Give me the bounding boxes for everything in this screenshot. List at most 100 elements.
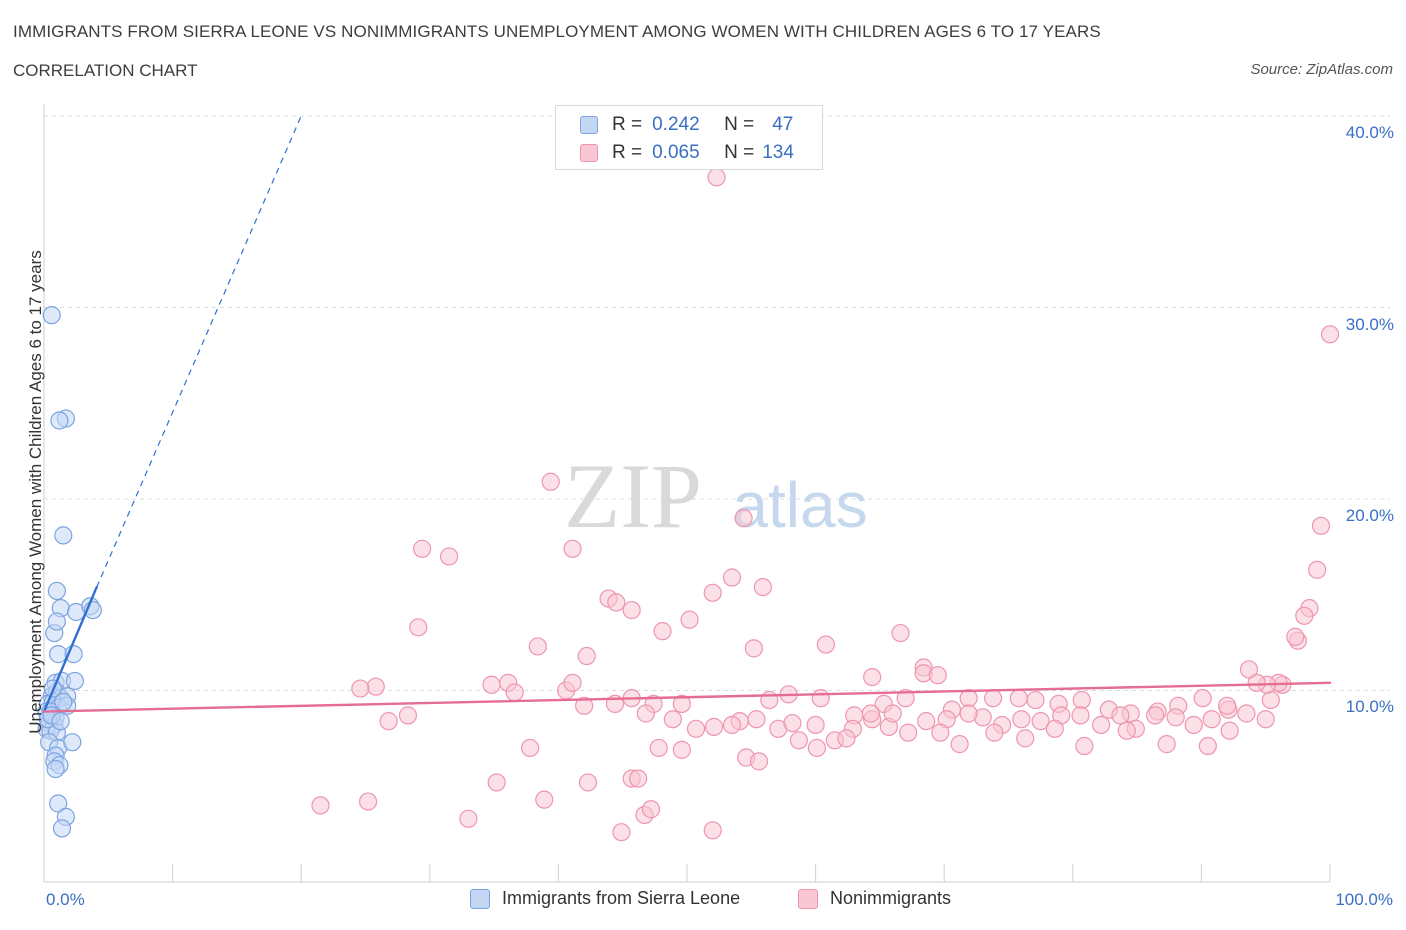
sierra-leone-point <box>63 733 82 752</box>
source-label: Source: ZipAtlas.com <box>1250 61 1393 78</box>
legend-swatch-blue <box>580 116 598 134</box>
nonimmigrants-point <box>563 539 582 558</box>
nonimmigrants-point <box>412 539 432 558</box>
nonimmigrants-point <box>577 646 596 666</box>
legend-swatch-blue <box>470 888 490 909</box>
nonimmigrants-point <box>1320 325 1340 344</box>
nonimmigrants-point <box>641 800 661 819</box>
legend-row-sierra-leone: R = 0.242 N = 47 <box>580 113 793 137</box>
nonimmigrants-point <box>883 704 902 723</box>
nonimmigrants-point <box>1193 689 1212 708</box>
nonimmigrants-point <box>983 689 1003 708</box>
nonimmigrants-point <box>1012 710 1031 729</box>
nonimmigrants-point <box>1146 706 1165 725</box>
nonimmigrants-point <box>931 723 950 742</box>
nonimmigrants-point <box>563 673 582 692</box>
nonimmigrants-point <box>704 717 724 736</box>
sierra-leone-trend-extension <box>96 115 302 588</box>
nonimmigrants-point <box>749 752 769 771</box>
nonimmigrants-point <box>722 715 742 735</box>
nonimmigrants-point <box>663 710 682 729</box>
nonimmigrants-point <box>1184 715 1203 735</box>
nonimmigrants-point <box>783 713 802 733</box>
y-tick-label: 40.0% <box>1345 123 1394 142</box>
nonimmigrants-point <box>707 168 726 187</box>
watermark: ZIP atlas <box>564 445 868 547</box>
sierra-leone-point <box>47 581 66 601</box>
chart-title: IMMIGRANTS FROM SIERRA LEONE VS NONIMMIG… <box>13 22 1101 41</box>
nonimmigrants-point <box>753 577 772 597</box>
nonimmigrants-point <box>672 694 691 714</box>
legend-r-value: 0.065 <box>652 142 700 163</box>
grid-lines <box>44 115 1390 691</box>
legend-r-label: R = <box>612 114 643 135</box>
nonimmigrants-point <box>811 689 830 708</box>
nonimmigrants-point <box>686 719 706 738</box>
legend-swatch-pink <box>580 144 598 162</box>
nonimmigrants-point <box>899 723 918 742</box>
x-tick-label: 0.0% <box>46 890 85 909</box>
sierra-leone-point <box>46 759 65 779</box>
nonimmigrants-point <box>722 568 742 587</box>
nonimmigrants-point <box>358 792 378 811</box>
nonimmigrants-point <box>1117 721 1136 740</box>
nonimmigrants-point <box>1071 706 1090 725</box>
nonimmigrants-point <box>649 738 668 758</box>
nonimmigrants-point <box>379 712 398 731</box>
y-tick-label: 10.0% <box>1345 697 1394 716</box>
nonimmigrants-point <box>1031 712 1050 731</box>
nonimmigrants-point <box>789 731 808 750</box>
nonimmigrants-point <box>928 666 947 685</box>
nonimmigrants-point <box>535 790 554 809</box>
watermark-zip: ZIP <box>564 445 702 547</box>
nonimmigrants-point <box>1237 704 1256 723</box>
nonimmigrants-point <box>1091 715 1111 735</box>
nonimmigrants-point <box>917 712 936 731</box>
sierra-leone-point <box>51 712 70 731</box>
sierra-leone-points <box>37 306 102 838</box>
nonimmigrants-point <box>1075 736 1094 756</box>
legend-row-nonimmigrants: R = 0.065 N = 134 <box>580 141 794 165</box>
legend-n-label: N = <box>724 114 755 135</box>
y-tick-label: 20.0% <box>1345 506 1394 525</box>
nonimmigrants-point <box>959 704 978 723</box>
nonimmigrants-point <box>703 821 722 840</box>
nonimmigrants-trend-line <box>42 681 1332 713</box>
nonimmigrants-point <box>891 623 910 643</box>
sierra-leone-point <box>49 794 68 813</box>
nonimmigrants-point <box>1045 719 1064 738</box>
nonimmigrants-point <box>747 710 766 729</box>
nonimmigrants-point <box>612 823 631 842</box>
nonimmigrants-point <box>896 689 915 708</box>
legend-n-value: 134 <box>762 142 794 163</box>
nonimmigrants-point <box>1026 690 1045 710</box>
nonimmigrants-point <box>1239 660 1259 679</box>
nonimmigrants-point <box>1286 627 1305 646</box>
legend-r-label: R = <box>612 142 643 163</box>
nonimmigrants-point <box>985 723 1004 742</box>
nonimmigrants-point <box>1256 710 1275 729</box>
nonimmigrants-point <box>744 639 763 658</box>
legend-label: Nonimmigrants <box>830 888 952 908</box>
legend-r-value: 0.242 <box>652 114 700 135</box>
nonimmigrants-point <box>629 769 648 788</box>
nonimmigrants-point <box>541 472 560 491</box>
nonimmigrants-point <box>653 622 672 641</box>
correlation-legend: R = 0.242 N = 47 R = 0.065 N = 134 <box>555 105 823 170</box>
nonimmigrants-point <box>807 738 826 758</box>
bottom-legend-nonimmigrants: Nonimmigrants <box>798 888 951 909</box>
nonimmigrants-point <box>1072 690 1091 710</box>
nonimmigrants-point <box>1157 735 1176 754</box>
nonimmigrants-point <box>1202 710 1221 729</box>
nonimmigrants-point <box>1218 696 1237 715</box>
sierra-leone-point <box>47 612 66 631</box>
sierra-leone-trend-line <box>42 585 98 713</box>
nonimmigrants-point <box>409 618 428 637</box>
nonimmigrants-point <box>607 593 626 612</box>
sierra-leone-point <box>42 306 61 325</box>
nonimmigrants-point <box>528 637 547 656</box>
axes <box>43 104 1331 883</box>
nonimmigrants-point <box>1198 736 1217 756</box>
nonimmigrants-point <box>398 706 418 725</box>
sierra-leone-point <box>54 526 73 545</box>
